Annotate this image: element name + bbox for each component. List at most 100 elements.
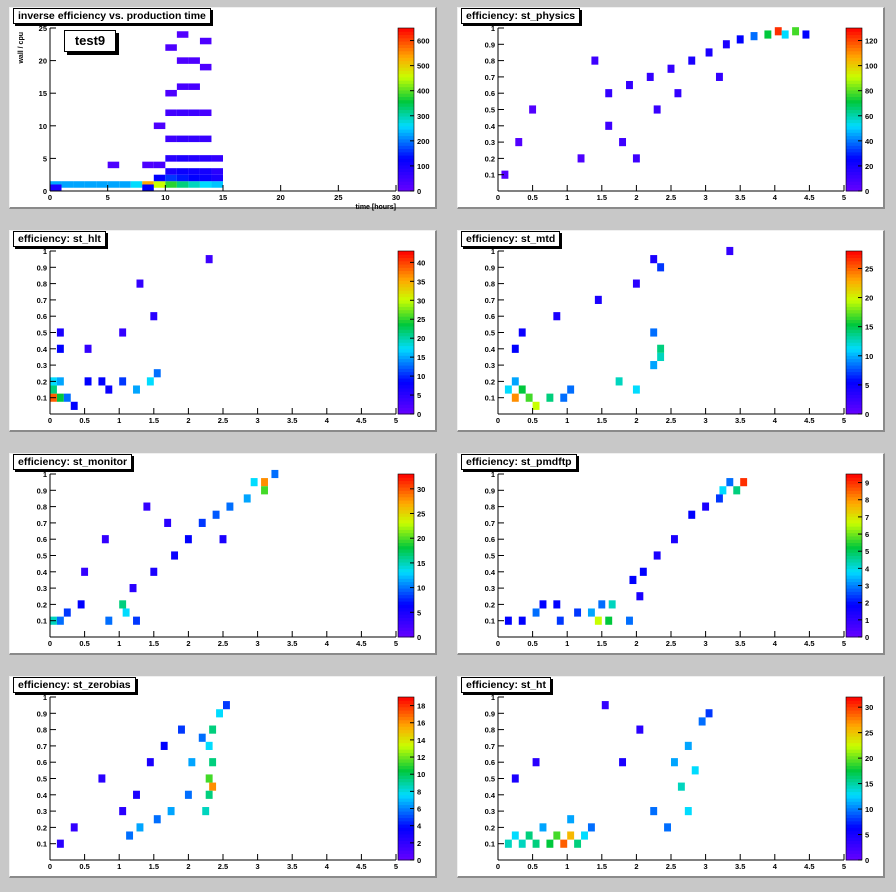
colorbar-segment [846, 73, 862, 78]
heatmap-cell [639, 567, 647, 576]
colorbar-segment [398, 54, 414, 58]
colorbar-segment [398, 171, 414, 176]
x-tick-label: 1 [117, 862, 121, 871]
heatmap-cell [615, 377, 623, 386]
heatmap-cell [176, 168, 189, 175]
colorbar-segment [398, 177, 414, 182]
heatmap-cell [553, 831, 561, 840]
colorbar-segment [398, 37, 414, 42]
x-tick-label: 25 [334, 193, 342, 202]
colorbar-segment [846, 474, 862, 478]
heatmap-cell [142, 161, 154, 169]
y-axis-label: wall / cpu [18, 32, 25, 65]
heatmap-cell [101, 535, 109, 544]
colorbar-segment [398, 591, 414, 596]
colorbar-label: 2 [417, 839, 421, 848]
colorbar-segment [398, 729, 414, 734]
colorbar-segment [398, 604, 414, 609]
colorbar-segment [846, 273, 862, 278]
heatmap-cell [553, 312, 561, 321]
colorbar-segment [846, 745, 862, 750]
colorbar-segment [846, 736, 862, 740]
y-tick-label: 1 [43, 693, 47, 702]
heatmap-cell [171, 551, 179, 560]
heatmap-cell [153, 369, 161, 378]
x-tick-label: 0.5 [527, 862, 537, 871]
heatmap-cell [205, 255, 213, 264]
colorbar-segment [846, 817, 862, 822]
heatmap-cell [626, 80, 633, 90]
y-tick-label: 0.3 [485, 584, 495, 593]
colorbar-segment [846, 843, 862, 848]
heatmap-cell [146, 758, 154, 767]
colorbar-segment [846, 345, 862, 350]
heatmap-cell [184, 790, 192, 799]
heatmap-cell [176, 181, 189, 188]
colorbar-label: 20 [417, 534, 425, 543]
colorbar-segment [846, 329, 862, 333]
chart-panel-1: 0 5 10 15 20 25 30 0 5 10 15 20 25 time [hours] wall /… [9, 7, 437, 211]
colorbar-segment [846, 148, 862, 153]
x-tick-label: 10 [161, 193, 169, 202]
colorbar-segment [846, 591, 862, 596]
colorbar-segment [846, 339, 862, 343]
heatmap-cell [525, 831, 533, 840]
colorbar-segment [846, 703, 862, 708]
x-tick-label: 2 [186, 639, 190, 648]
colorbar-segment [398, 781, 414, 786]
y-tick-label: 0.5 [485, 106, 495, 115]
colorbar-segment [846, 594, 862, 599]
y-tick-label: 0.8 [485, 280, 495, 289]
heatmap-cell [518, 328, 526, 337]
heatmap-cell [518, 839, 526, 848]
colorbar-segment [398, 181, 414, 185]
y-tick-label: 0.4 [37, 791, 48, 800]
y-tick-label: 0.2 [485, 154, 495, 163]
heatmap-cell [133, 385, 140, 394]
colorbar-segment [398, 381, 414, 386]
colorbar-segment [846, 365, 862, 369]
colorbar-segment [846, 119, 862, 124]
chart-svg-8: 0 0.5 1 1.5 2 2.5 3 3.5 4 4.5 5 0.1 0.2 0.3 0.4 0.5 0.6 0… [485, 693, 874, 871]
colorbar-segment [398, 752, 414, 757]
colorbar-segment [846, 490, 862, 495]
colorbar-segment [846, 283, 862, 288]
colorbar-label: 25 [417, 510, 425, 519]
heatmap-cell [199, 155, 212, 162]
colorbar-label: 15 [417, 559, 425, 568]
colorbar-segment [398, 332, 414, 337]
colorbar-segment [398, 132, 414, 137]
colorbar-segment [398, 837, 414, 841]
colorbar-segment [398, 503, 414, 508]
colorbar-segment [398, 762, 414, 766]
colorbar-label: 8 [417, 787, 421, 796]
colorbar-segment [846, 706, 862, 711]
heatmap-cell [56, 393, 64, 402]
x-tick-label: 2.5 [666, 639, 676, 648]
y-tick-label: 0.6 [37, 312, 47, 321]
x-tick-label: 2 [634, 416, 638, 425]
y-tick-label: 0.6 [485, 89, 495, 98]
colorbar-segment [846, 296, 862, 301]
colorbar-segment [846, 697, 862, 701]
colorbar-label: 30 [417, 485, 425, 494]
x-tick-label: 3 [704, 862, 708, 871]
heatmap-cell [740, 478, 748, 487]
heatmap-cell [188, 83, 200, 90]
colorbar-segment [398, 299, 414, 304]
x-tick-label: 1.5 [149, 416, 159, 425]
colorbar-segment [398, 257, 414, 262]
colorbar-segment [846, 850, 862, 854]
colorbar-segment [846, 739, 862, 744]
heatmap-cell [632, 154, 640, 163]
heatmap-cell [176, 31, 189, 38]
heatmap-cell [56, 839, 64, 848]
heatmap-cell [702, 502, 710, 511]
y-tick-label: 0.4 [485, 568, 496, 577]
colorbar-segment [398, 96, 414, 101]
colorbar-segment [846, 316, 862, 320]
colorbar-segment [846, 529, 862, 534]
heatmap-cell [50, 184, 62, 191]
chart-panel-5: 0 0.5 1 1.5 2 2.5 3 3.5 4 4.5 5 0.1 0.2 0.3 0.4 0.5 0.6 0… [9, 453, 437, 655]
x-tick-label: 2.5 [666, 416, 676, 425]
